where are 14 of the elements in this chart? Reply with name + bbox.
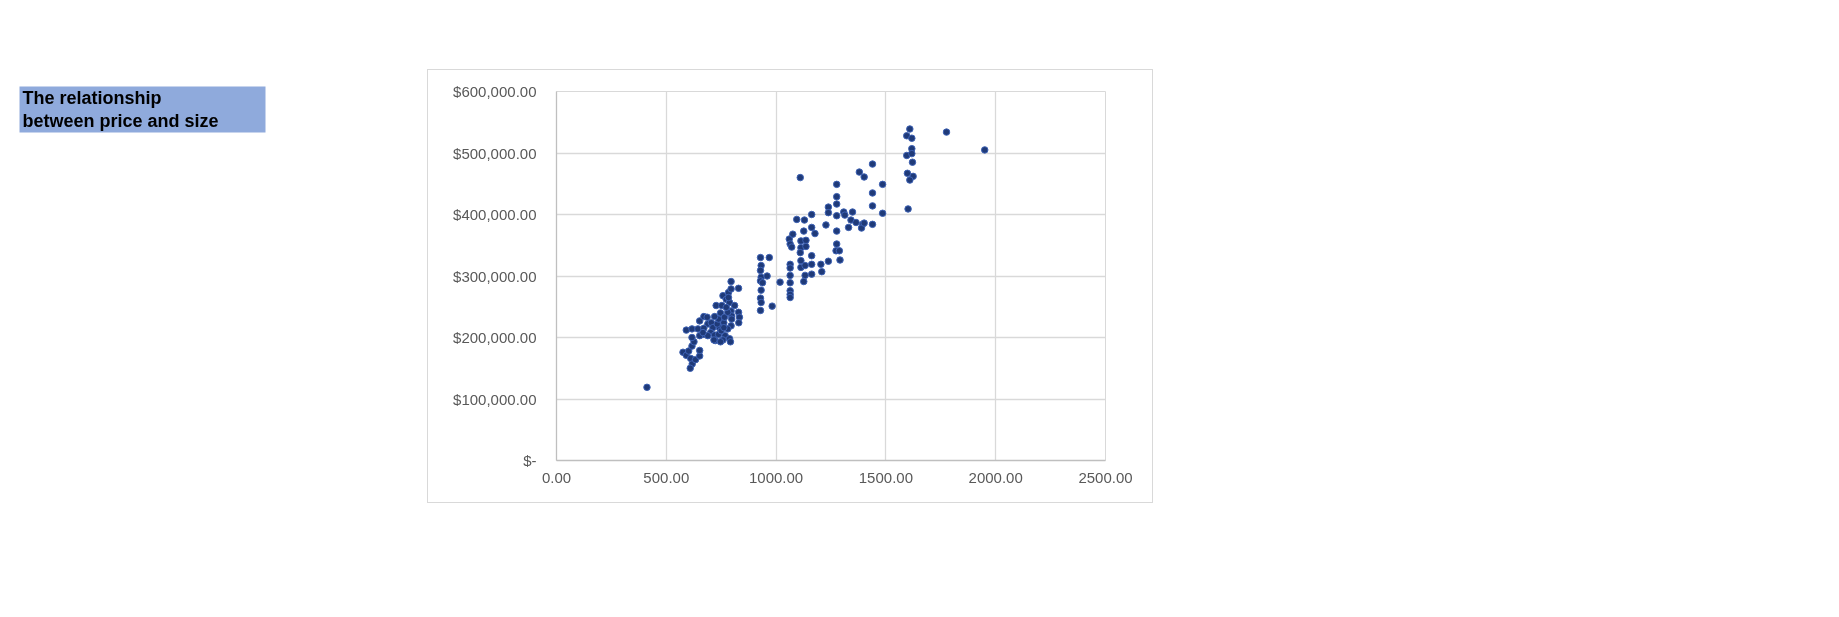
x-tick-label: 1000.00 [748,468,804,486]
y-tick-label: $300,000.00 [453,267,537,285]
x-tick-label: 1500.00 [858,468,914,486]
y-tick-label: $- [523,452,537,469]
x-tick-label: 2500.00 [1078,468,1133,486]
y-tick-label: $200,000.00 [453,329,537,346]
y-tick-label: $600,000.00 [453,83,537,100]
x-tick-label: 500.00 [643,468,690,486]
x-tick-label: 0.00 [541,468,572,486]
y-tick-label: $400,000.00 [453,206,537,223]
y-tick-label: $100,000.00 [453,390,537,408]
x-tick-label: 2000.00 [968,468,1023,486]
text: The relationship between price and size [22,87,219,131]
y-tick-label: $500,000.00 [453,144,537,162]
